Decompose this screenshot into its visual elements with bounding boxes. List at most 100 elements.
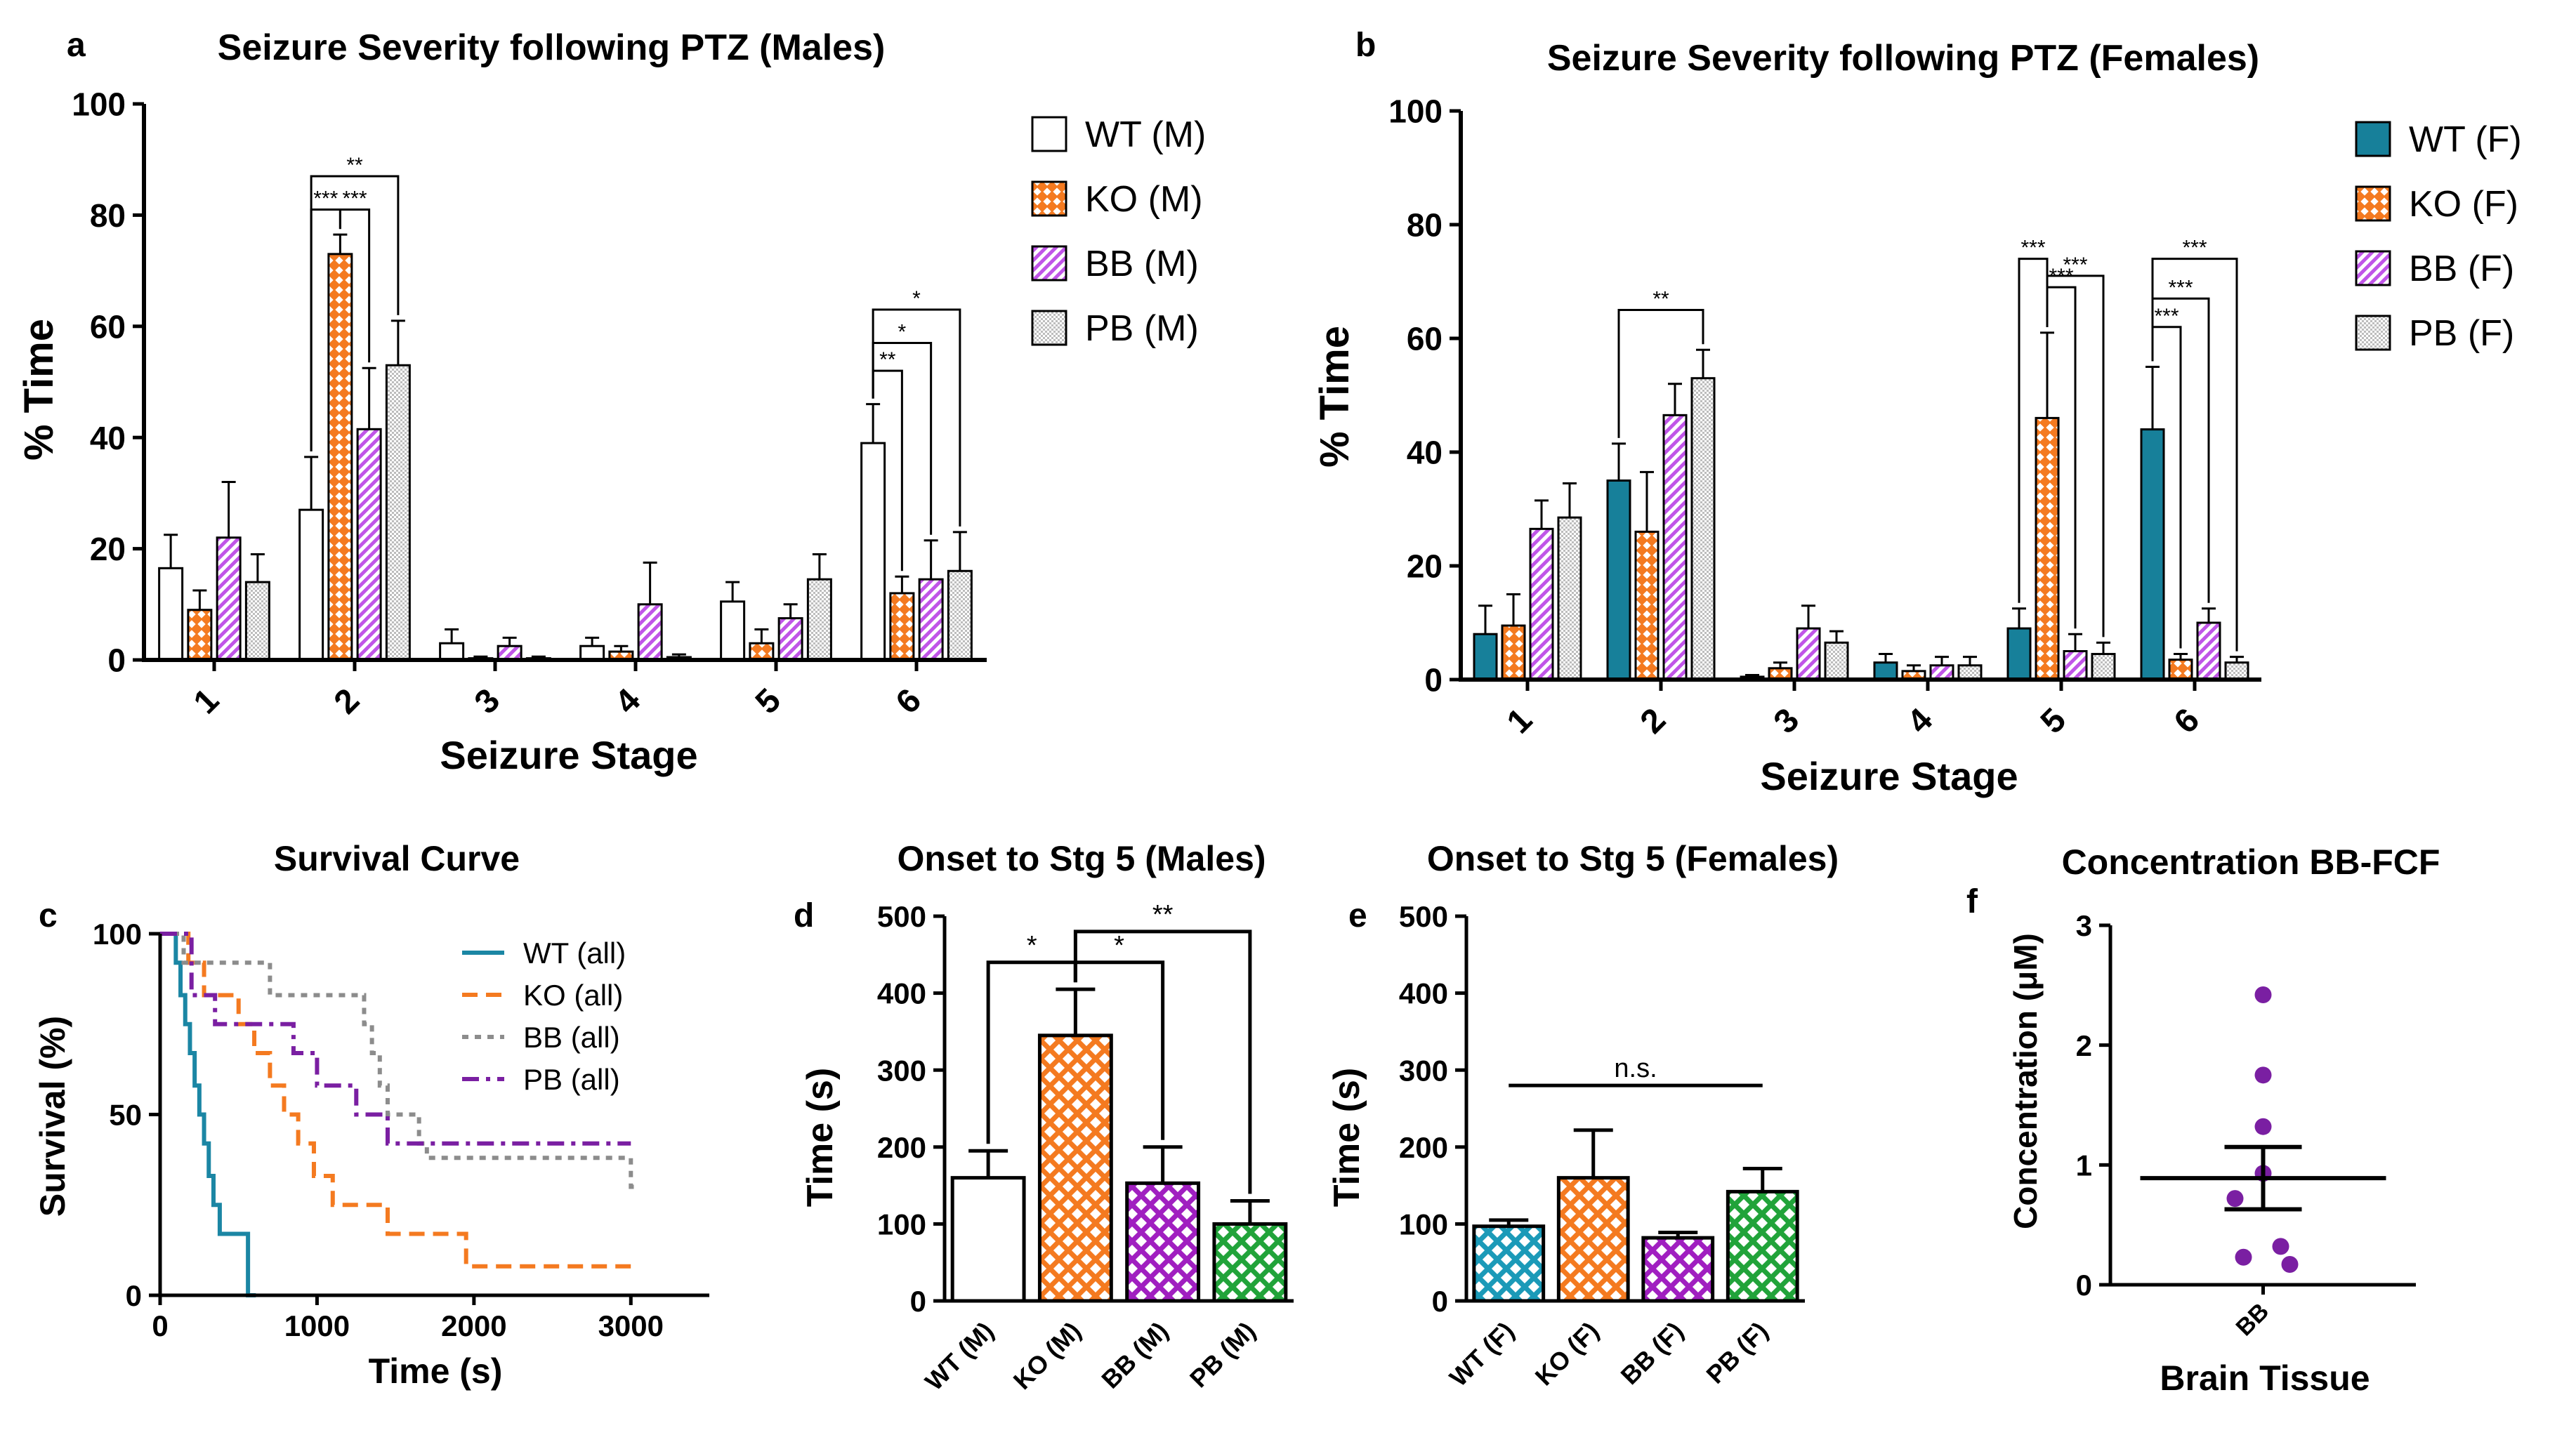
panel-a-ylabel: % Time (16, 319, 62, 461)
panel-d-ylabel: Time (s) (800, 1068, 841, 1207)
bar (2196, 621, 2221, 681)
bar (327, 253, 353, 661)
x-tick-label: 3 (468, 682, 507, 721)
legend-label: WT (F) (2409, 119, 2522, 160)
panel-f-xlabel: Brain Tissue (2160, 1358, 2370, 1398)
bar (439, 642, 465, 661)
significance-label: ** (879, 348, 896, 371)
significance-label: *** (2063, 253, 2087, 277)
panel-b-legend: WT (F) KO (F) BB (F) PB (F) (2355, 119, 2522, 354)
bar (1957, 664, 1983, 681)
panel-a-significance: *** ********* (310, 154, 961, 571)
panel-d-yticks: 0 100 200 300 400 500 (877, 900, 945, 1318)
panel-letter-c: c (39, 897, 58, 934)
data-point (2254, 986, 2272, 1003)
y-tick-label: 80 (1407, 207, 1443, 244)
y-tick-label: 300 (877, 1054, 926, 1087)
bar (1662, 414, 1688, 681)
panel-b-ylabel: % Time (1312, 326, 1358, 468)
bar (2006, 627, 2032, 681)
y-tick-label: 0 (107, 642, 126, 679)
bar (1634, 530, 1660, 681)
significance-bracket (1617, 309, 1704, 438)
legend-label: PB (all) (523, 1063, 620, 1096)
panel-b-xticks: 1 2 3 4 5 6 (1500, 680, 2207, 741)
legend-label: KO (all) (523, 979, 623, 1012)
bar (216, 536, 242, 661)
y-tick-label: 100 (1388, 93, 1443, 130)
bar (2140, 428, 2165, 681)
x-tick-label: 2 (327, 682, 367, 721)
significance-label: *** (2182, 237, 2207, 260)
legend-label: KO (M) (1085, 179, 1203, 220)
panel-b-significance: ******************** (1617, 237, 2238, 652)
panel-f-points (2140, 986, 2386, 1273)
legend-label: KO (F) (2409, 184, 2518, 225)
significance-label: * (1114, 931, 1124, 960)
panel-c-title: Survival Curve (274, 839, 520, 878)
panel-a-legend: WT (M) KO (M) BB (M) PB (M) (1031, 114, 1206, 349)
data-point (2272, 1238, 2289, 1255)
panel-e-bars (1472, 1128, 1799, 1303)
y-tick-label: 400 (1399, 977, 1448, 1010)
significance-bracket (310, 175, 400, 451)
significance-label: * (898, 321, 907, 344)
legend-swatch (1031, 116, 1067, 152)
x-tick-label: 2000 (441, 1309, 506, 1342)
y-tick-label: 40 (90, 420, 126, 456)
y-tick-label: 20 (1407, 548, 1443, 585)
survival-line (160, 932, 631, 1269)
bar (2168, 659, 2193, 681)
y-tick-label: 0 (910, 1285, 926, 1318)
survival-line (160, 932, 639, 1189)
x-tick-label: BB (M) (1096, 1316, 1174, 1394)
panel-c-yticks: 0 50 100 (93, 918, 160, 1312)
bar (1641, 1236, 1715, 1303)
legend-swatch (2355, 185, 2391, 222)
legend-swatch (1031, 310, 1067, 346)
panel-b-bars (1473, 331, 2249, 681)
y-tick-label: 80 (90, 197, 126, 234)
panel-d-title: Onset to Stg 5 (Males) (897, 839, 1266, 878)
bar (1529, 527, 1554, 681)
y-tick-label: 500 (1399, 900, 1448, 933)
y-tick-label: 60 (90, 308, 126, 345)
x-tick-label: WT (M) (919, 1316, 999, 1396)
panel-letter-a: a (67, 27, 86, 64)
legend-label: BB (M) (1085, 244, 1199, 284)
panel-b-xlabel: Seizure Stage (1760, 754, 2018, 798)
legend-label: PB (F) (2409, 313, 2514, 354)
y-tick-label: 1 (2076, 1149, 2092, 1182)
panel-d-significance: * *** (986, 900, 1252, 1194)
significance-label: n.s. (1614, 1054, 1657, 1083)
significance-label: * (1027, 931, 1037, 960)
bar (749, 642, 775, 661)
panel-a-bars (158, 233, 973, 661)
y-tick-label: 100 (877, 1208, 926, 1241)
significance-label: *** (342, 187, 367, 210)
y-tick-label: 40 (1407, 435, 1443, 471)
significance-label: *** (2020, 237, 2045, 260)
bar (1824, 641, 1849, 681)
y-tick-label: 100 (93, 918, 142, 951)
panel-a-yticks: 0 20 40 60 80 100 (72, 86, 144, 679)
x-tick-label: 3 (1767, 701, 1806, 741)
panel-e-yticks: 0 100 200 300 400 500 (1399, 900, 1466, 1318)
data-point (2254, 1066, 2272, 1084)
legend-swatch (2355, 121, 2391, 157)
y-tick-label: 60 (1407, 321, 1443, 357)
legend-label: PB (M) (1085, 308, 1199, 349)
bar (860, 442, 886, 661)
panel-d-chart: Onset to Stg 5 (Males) Time (s) 0 100 200 3… (800, 839, 1294, 1396)
bar (1556, 1176, 1630, 1303)
significance-label: *** (2154, 305, 2179, 328)
panel-e-significance: n.s. (1509, 1054, 1763, 1087)
significance-label: *** (313, 187, 338, 210)
x-tick-label: 6 (889, 682, 928, 721)
y-tick-label: 3 (2076, 909, 2092, 942)
x-tick-label: PB (F) (1700, 1316, 1773, 1389)
x-tick-label: KO (M) (1008, 1316, 1086, 1395)
x-tick-label: 1 (187, 682, 226, 721)
legend-label: BB (all) (523, 1021, 620, 1054)
